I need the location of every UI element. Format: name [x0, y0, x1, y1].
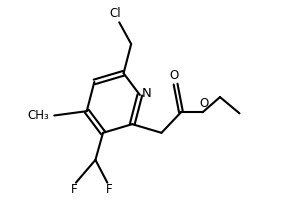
Text: O: O [199, 97, 208, 110]
Text: F: F [70, 183, 77, 196]
Text: N: N [142, 87, 152, 100]
Text: CH₃: CH₃ [27, 109, 49, 122]
Text: F: F [106, 183, 113, 196]
Text: Cl: Cl [109, 7, 121, 20]
Text: O: O [170, 69, 179, 82]
